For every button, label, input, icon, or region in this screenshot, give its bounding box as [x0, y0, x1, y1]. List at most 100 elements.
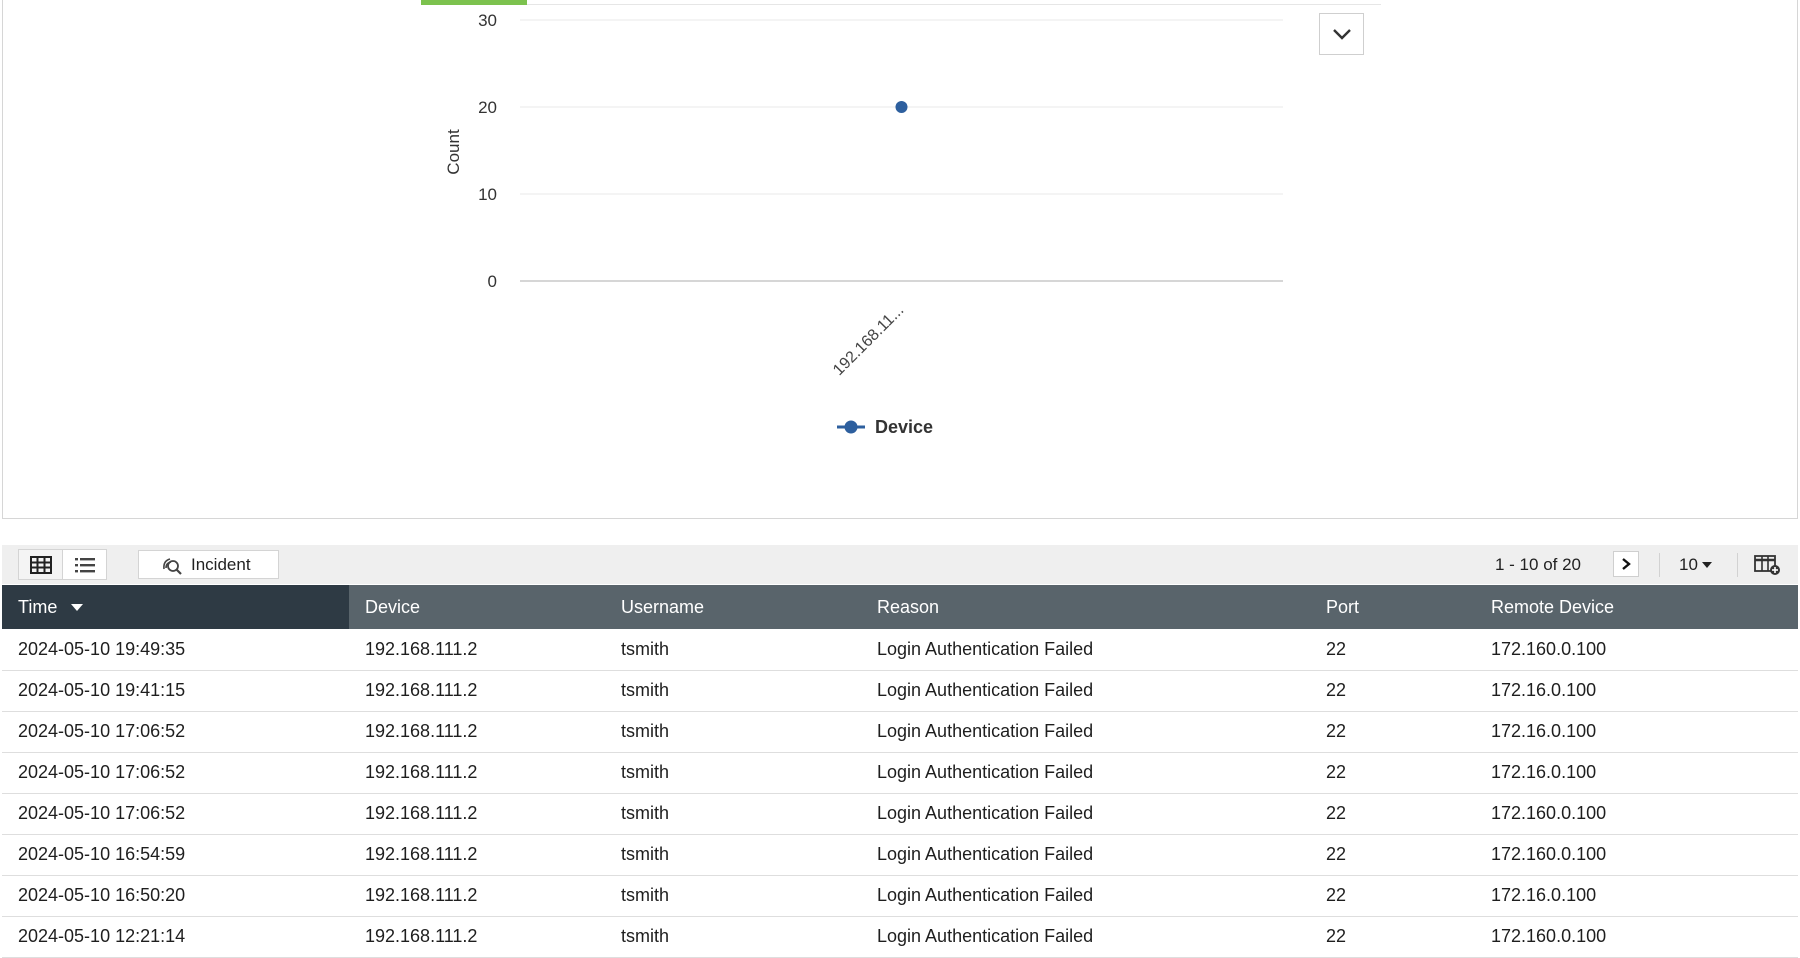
table-row[interactable]: 2024-05-10 19:41:15 192.168.111.2 tsmith Lo…	[2, 670, 1798, 712]
table-header-row: Time Device Username Reason Port Remote …	[2, 585, 1798, 629]
table-row[interactable]: 2024-05-10 19:49:35 192.168.111.2 tsmith Lo…	[2, 629, 1798, 671]
cell-remote-device: 172.160.0.100	[1475, 629, 1798, 671]
toolbar-separator	[1737, 553, 1738, 577]
cell-port: 22	[1310, 711, 1475, 753]
cell-reason: Login Authentication Failed	[861, 670, 1310, 712]
view-toggle	[18, 549, 107, 580]
cell-port: 22	[1310, 793, 1475, 835]
column-header-reason[interactable]: Reason	[861, 585, 1310, 629]
cell-device: 192.168.111.2	[349, 629, 605, 671]
page-size-select[interactable]: 10	[1679, 555, 1712, 575]
cell-username: tsmith	[605, 875, 861, 917]
cell-port: 22	[1310, 752, 1475, 794]
y-tick-label: 20	[478, 98, 497, 117]
table-row[interactable]: 2024-05-10 17:06:52 192.168.111.2 tsmith Lo…	[2, 752, 1798, 794]
table-row[interactable]: 2024-05-10 16:54:59 192.168.111.2 tsmith Lo…	[2, 834, 1798, 876]
x-tick-label: 192.168.11...	[830, 302, 907, 379]
cell-time: 2024-05-10 16:54:59	[2, 834, 349, 876]
y-axis-label: Count	[444, 129, 463, 175]
cell-device: 192.168.111.2	[349, 916, 605, 958]
chevron-down-icon	[1332, 29, 1351, 40]
cell-port: 22	[1310, 916, 1475, 958]
cell-username: tsmith	[605, 670, 861, 712]
add-column-icon	[1754, 555, 1780, 575]
cell-remote-device: 172.160.0.100	[1475, 834, 1798, 876]
device-count-chart: 0 10 20 30 Count 192.168.11... Device	[444, 11, 1283, 437]
next-page-button[interactable]	[1613, 551, 1639, 577]
column-header-time[interactable]: Time	[2, 585, 349, 629]
cell-time: 2024-05-10 17:06:52	[2, 752, 349, 794]
cell-device: 192.168.111.2	[349, 793, 605, 835]
cell-username: tsmith	[605, 711, 861, 753]
column-header-label: Device	[365, 596, 421, 617]
cell-username: tsmith	[605, 916, 861, 958]
cell-reason: Login Authentication Failed	[861, 752, 1310, 794]
column-header-device[interactable]: Device	[349, 585, 605, 629]
caret-down-icon	[1701, 562, 1712, 568]
cell-time: 2024-05-10 19:41:15	[2, 670, 349, 712]
tab-divider	[527, 4, 1381, 5]
cell-device: 192.168.111.2	[349, 711, 605, 753]
page-size-value: 10	[1679, 555, 1698, 574]
grid-view-button[interactable]	[19, 550, 62, 579]
table-toolbar: Incident 1 - 10 of 20 10	[2, 545, 1798, 584]
cell-device: 192.168.111.2	[349, 875, 605, 917]
list-icon	[74, 557, 95, 572]
cell-remote-device: 172.160.0.100	[1475, 916, 1798, 958]
cell-username: tsmith	[605, 834, 861, 876]
cell-port: 22	[1310, 629, 1475, 671]
cell-time: 2024-05-10 19:49:35	[2, 629, 349, 671]
cell-reason: Login Authentication Failed	[861, 875, 1310, 917]
chart-panel: 0 10 20 30 Count 192.168.11... Device	[2, 0, 1798, 519]
cell-username: tsmith	[605, 793, 861, 835]
cell-time: 2024-05-10 16:50:20	[2, 875, 349, 917]
cell-username: tsmith	[605, 629, 861, 671]
list-view-button[interactable]	[62, 550, 106, 579]
cell-reason: Login Authentication Failed	[861, 629, 1310, 671]
cell-remote-device: 172.160.0.100	[1475, 793, 1798, 835]
cell-reason: Login Authentication Failed	[861, 793, 1310, 835]
table-row[interactable]: 2024-05-10 17:06:52 192.168.111.2 tsmith Lo…	[2, 711, 1798, 753]
table-row[interactable]: 2024-05-10 12:21:14 192.168.111.2 tsmith Lo…	[2, 916, 1798, 958]
cell-time: 2024-05-10 17:06:52	[2, 711, 349, 753]
column-header-label: Remote Device	[1491, 596, 1615, 617]
incident-search-icon	[163, 557, 182, 575]
column-header-label: Port	[1326, 596, 1360, 617]
chevron-right-icon	[1622, 558, 1631, 570]
sort-desc-icon	[71, 604, 84, 612]
data-point	[895, 101, 908, 113]
cell-reason: Login Authentication Failed	[861, 711, 1310, 753]
y-tick-label: 0	[488, 272, 497, 291]
cell-device: 192.168.111.2	[349, 670, 605, 712]
toolbar-separator	[1659, 553, 1660, 577]
y-tick-label: 30	[478, 11, 497, 30]
column-header-remote-device[interactable]: Remote Device	[1475, 585, 1798, 629]
column-header-username[interactable]: Username	[605, 585, 861, 629]
cell-remote-device: 172.16.0.100	[1475, 752, 1798, 794]
cell-port: 22	[1310, 875, 1475, 917]
cell-reason: Login Authentication Failed	[861, 916, 1310, 958]
column-header-label: Username	[621, 596, 705, 617]
column-settings-button[interactable]	[1754, 554, 1782, 576]
table-grid-icon	[29, 555, 52, 574]
column-header-label: Time	[18, 596, 58, 617]
collapse-chart-button[interactable]	[1319, 13, 1364, 55]
column-header-label: Reason	[877, 596, 940, 617]
table-row[interactable]: 2024-05-10 17:06:52 192.168.111.2 tsmith Lo…	[2, 793, 1798, 835]
y-tick-label: 10	[478, 185, 497, 204]
cell-time: 2024-05-10 12:21:14	[2, 916, 349, 958]
table-row[interactable]: 2024-05-10 16:50:20 192.168.111.2 tsmith Lo…	[2, 875, 1798, 917]
cell-port: 22	[1310, 670, 1475, 712]
pagination-status: 1 - 10 of 20	[1495, 555, 1582, 574]
cell-device: 192.168.111.2	[349, 834, 605, 876]
events-table: Time Device Username Reason Port Remote …	[2, 585, 1798, 958]
active-tab-indicator	[421, 0, 527, 5]
cell-remote-device: 172.16.0.100	[1475, 711, 1798, 753]
cell-remote-device: 172.16.0.100	[1475, 875, 1798, 917]
legend-marker	[844, 420, 858, 434]
column-header-port[interactable]: Port	[1310, 585, 1475, 629]
legend-label: Device	[875, 417, 933, 437]
cell-device: 192.168.111.2	[349, 752, 605, 794]
incident-button[interactable]: Incident	[138, 550, 279, 579]
cell-remote-device: 172.16.0.100	[1475, 670, 1798, 712]
